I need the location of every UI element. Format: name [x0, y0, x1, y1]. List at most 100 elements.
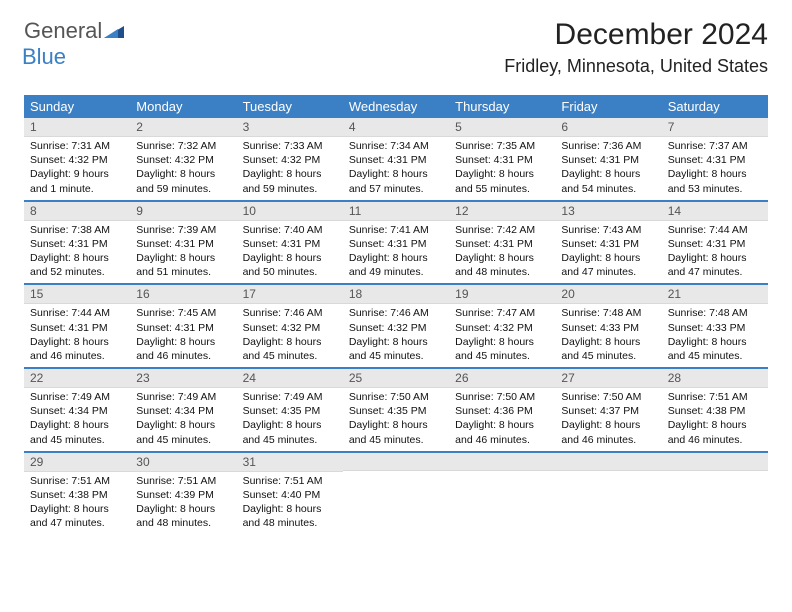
date-number: 31 — [237, 453, 343, 472]
date-number: 8 — [24, 202, 130, 221]
daylight-text: Daylight: 8 hours and 45 minutes. — [668, 335, 762, 363]
calendar-cell: 21Sunrise: 7:48 AMSunset: 4:33 PMDayligh… — [662, 285, 768, 367]
cell-body: Sunrise: 7:43 AMSunset: 4:31 PMDaylight:… — [555, 221, 661, 284]
calendar-cell: 6Sunrise: 7:36 AMSunset: 4:31 PMDaylight… — [555, 118, 661, 200]
cell-body: Sunrise: 7:51 AMSunset: 4:38 PMDaylight:… — [24, 472, 130, 535]
daylight-text: Daylight: 8 hours and 45 minutes. — [455, 335, 549, 363]
cell-body: Sunrise: 7:51 AMSunset: 4:39 PMDaylight:… — [130, 472, 236, 535]
date-number: 15 — [24, 285, 130, 304]
cell-body: Sunrise: 7:49 AMSunset: 4:34 PMDaylight:… — [130, 388, 236, 451]
calendar-cell: 13Sunrise: 7:43 AMSunset: 4:31 PMDayligh… — [555, 202, 661, 284]
daylight-text: Daylight: 8 hours and 46 minutes. — [30, 335, 124, 363]
calendar-cell: 15 Sunrise: 7:44 AMSunset: 4:31 PMDayligh… — [24, 285, 130, 367]
cell-body: Sunrise: 7:46 AMSunset: 4:32 PMDaylight:… — [343, 304, 449, 367]
calendar-cell: 29Sunrise: 7:51 AMSunset: 4:38 PMDayligh… — [24, 453, 130, 535]
sunrise-text: Sunrise: 7:51 AM — [136, 474, 230, 488]
date-number: 19 — [449, 285, 555, 304]
calendar-cell: 24Sunrise: 7:49 AMSunset: 4:35 PMDayligh… — [237, 369, 343, 451]
calendar-cell: 10Sunrise: 7:40 AMSunset: 4:31 PMDayligh… — [237, 202, 343, 284]
date-number — [662, 453, 768, 471]
cell-body: Sunrise: 7:47 AMSunset: 4:32 PMDaylight:… — [449, 304, 555, 367]
daylight-text: Daylight: 8 hours and 45 minutes. — [561, 335, 655, 363]
sunrise-text: Sunrise: 7:48 AM — [561, 306, 655, 320]
daylight-text: Daylight: 8 hours and 45 minutes. — [243, 335, 337, 363]
sunset-text: Sunset: 4:32 PM — [349, 321, 443, 335]
sunset-text: Sunset: 4:31 PM — [561, 153, 655, 167]
calendar-cell: 4Sunrise: 7:34 AMSunset: 4:31 PMDaylight… — [343, 118, 449, 200]
calendar-week: 22Sunrise: 7:49 AMSunset: 4:34 PMDayligh… — [24, 369, 768, 453]
sunset-text: Sunset: 4:38 PM — [30, 488, 124, 502]
daylight-text: Daylight: 8 hours and 47 minutes. — [561, 251, 655, 279]
daylight-text: Daylight: 8 hours and 55 minutes. — [455, 167, 549, 195]
sunrise-text: Sunrise: 7:50 AM — [349, 390, 443, 404]
date-number: 10 — [237, 202, 343, 221]
day-header-friday: Friday — [555, 95, 661, 118]
sunset-text: Sunset: 4:31 PM — [30, 237, 124, 251]
sunset-text: Sunset: 4:32 PM — [455, 321, 549, 335]
cell-body: Sunrise: 7:39 AMSunset: 4:31 PMDaylight:… — [130, 221, 236, 284]
daylight-text: Daylight: 8 hours and 45 minutes. — [30, 418, 124, 446]
sunset-text: Sunset: 4:39 PM — [136, 488, 230, 502]
sunset-text: Sunset: 4:34 PM — [30, 404, 124, 418]
calendar-cell: 9Sunrise: 7:39 AMSunset: 4:31 PMDaylight… — [130, 202, 236, 284]
sunrise-text: Sunrise: 7:35 AM — [455, 139, 549, 153]
cell-body: Sunrise: 7:50 AMSunset: 4:36 PMDaylight:… — [449, 388, 555, 451]
sunset-text: Sunset: 4:31 PM — [136, 321, 230, 335]
cell-body: Sunrise: 7:36 AMSunset: 4:31 PMDaylight:… — [555, 137, 661, 200]
cell-body: Sunrise: 7:31 AMSunset: 4:32 PMDaylight:… — [24, 137, 130, 200]
sunrise-text: Sunrise: 7:31 AM — [30, 139, 124, 153]
sunset-text: Sunset: 4:40 PM — [243, 488, 337, 502]
sunset-text: Sunset: 4:32 PM — [243, 321, 337, 335]
date-number: 18 — [343, 285, 449, 304]
date-number: 23 — [130, 369, 236, 388]
date-number: 12 — [449, 202, 555, 221]
sunrise-text: Sunrise: 7:47 AM — [455, 306, 549, 320]
daylight-text: Daylight: 8 hours and 49 minutes. — [349, 251, 443, 279]
cell-body: Sunrise: 7:34 AMSunset: 4:31 PMDaylight:… — [343, 137, 449, 200]
calendar-cell: 8Sunrise: 7:38 AMSunset: 4:31 PMDaylight… — [24, 202, 130, 284]
daylight-text: Daylight: 8 hours and 45 minutes. — [349, 418, 443, 446]
sunset-text: Sunset: 4:31 PM — [349, 237, 443, 251]
date-number: 30 — [130, 453, 236, 472]
date-number: 3 — [237, 118, 343, 137]
sunrise-text: Sunrise: 7:49 AM — [243, 390, 337, 404]
sunrise-text: Sunrise: 7:40 AM — [243, 223, 337, 237]
calendar-cell: 27Sunrise: 7:50 AMSunset: 4:37 PMDayligh… — [555, 369, 661, 451]
sunrise-text: Sunrise: 7:49 AM — [136, 390, 230, 404]
sunset-text: Sunset: 4:33 PM — [561, 321, 655, 335]
sunrise-text: Sunrise: 7:46 AM — [349, 306, 443, 320]
calendar-week: 15Sunrise: 7:44 AMSunset: 4:31 PMDayligh… — [24, 285, 768, 369]
sunrise-text: Sunrise: 7:33 AM — [243, 139, 337, 153]
sunrise-text: Sunrise: 7:44 AM — [30, 306, 124, 320]
day-header-wednesday: Wednesday — [343, 95, 449, 118]
date-number: 24 — [237, 369, 343, 388]
sunrise-text: Sunrise: 7:51 AM — [668, 390, 762, 404]
calendar-cell: 2Sunrise: 7:32 AMSunset: 4:32 PMDaylight… — [130, 118, 236, 200]
cell-body: Sunrise: 7:48 AMSunset: 4:33 PMDaylight:… — [662, 304, 768, 367]
sunrise-text: Sunrise: 7:39 AM — [136, 223, 230, 237]
date-number: 9 — [130, 202, 236, 221]
day-header-sunday: Sunday — [24, 95, 130, 118]
sunset-text: Sunset: 4:36 PM — [455, 404, 549, 418]
daylight-text: Daylight: 9 hours and 1 minute. — [30, 167, 124, 195]
calendar-cell: 28Sunrise: 7:51 AMSunset: 4:38 PMDayligh… — [662, 369, 768, 451]
date-number — [555, 453, 661, 471]
sunrise-text: Sunrise: 7:51 AM — [30, 474, 124, 488]
sunrise-text: Sunrise: 7:48 AM — [668, 306, 762, 320]
date-number: 1 — [24, 118, 130, 137]
daylight-text: Daylight: 8 hours and 45 minutes. — [349, 335, 443, 363]
logo-triangle-icon — [104, 24, 124, 43]
sunset-text: Sunset: 4:31 PM — [30, 321, 124, 335]
location-subtitle: Fridley, Minnesota, United States — [504, 56, 768, 77]
daylight-text: Daylight: 8 hours and 59 minutes. — [136, 167, 230, 195]
sunrise-text: Sunrise: 7:37 AM — [668, 139, 762, 153]
daylight-text: Daylight: 8 hours and 45 minutes. — [136, 418, 230, 446]
calendar-cell: 1Sunrise: 7:31 AMSunset: 4:32 PMDaylight… — [24, 118, 130, 200]
cell-body: Sunrise: 7:45 AMSunset: 4:31 PMDaylight:… — [130, 304, 236, 367]
calendar-cell: 3Sunrise: 7:33 AMSunset: 4:32 PMDaylight… — [237, 118, 343, 200]
date-number: 28 — [662, 369, 768, 388]
daylight-text: Daylight: 8 hours and 52 minutes. — [30, 251, 124, 279]
logo-word-blue: Blue — [22, 44, 66, 69]
cell-body: Sunrise: 7:32 AMSunset: 4:32 PMDaylight:… — [130, 137, 236, 200]
calendar-cell — [343, 453, 449, 535]
